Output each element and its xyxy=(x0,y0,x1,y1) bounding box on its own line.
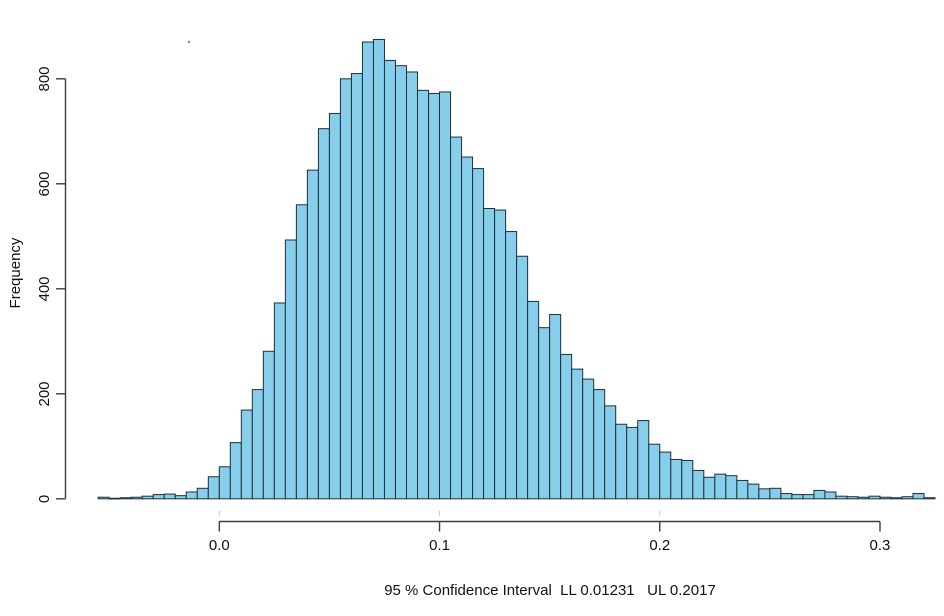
y-tick-label: 800 xyxy=(36,66,53,92)
histogram-bar xyxy=(857,496,870,500)
histogram-bar xyxy=(769,487,782,500)
histogram-bar xyxy=(549,314,562,500)
histogram-bar xyxy=(692,469,705,500)
histogram-bar xyxy=(593,389,606,500)
histogram-bar xyxy=(306,169,319,500)
histogram-bar xyxy=(835,495,848,500)
histogram-bar xyxy=(196,487,209,500)
histogram-bar xyxy=(879,496,892,500)
histogram-bar xyxy=(417,89,430,500)
histogram-bar xyxy=(119,497,132,500)
histogram-bar xyxy=(439,91,452,500)
histogram-bar xyxy=(527,300,540,500)
histogram-bar xyxy=(670,458,683,500)
histogram-bar xyxy=(361,41,374,500)
histogram-bar xyxy=(758,488,771,500)
histogram-bar xyxy=(494,209,507,500)
histogram-bar xyxy=(560,353,573,500)
histogram-bar xyxy=(912,493,925,500)
histogram-bar xyxy=(141,495,154,500)
y-tick-label: 600 xyxy=(36,171,53,197)
histogram-bar xyxy=(868,495,881,500)
histogram-bar xyxy=(273,302,286,500)
histogram-bar xyxy=(328,112,341,500)
histogram-bar xyxy=(659,451,672,500)
histogram-bar xyxy=(185,491,198,500)
histogram-bar xyxy=(802,494,815,500)
histogram-bar xyxy=(813,489,826,500)
histogram-bar xyxy=(516,255,529,500)
histogram-bar xyxy=(615,423,628,500)
histogram-bar xyxy=(428,93,441,500)
histogram-bar xyxy=(163,493,176,500)
histogram-bar xyxy=(637,420,650,500)
histogram-bar xyxy=(130,496,143,500)
histogram-bar xyxy=(218,466,231,500)
histogram-bar xyxy=(538,327,551,500)
histogram-bar xyxy=(890,497,903,500)
histogram-bar xyxy=(648,443,661,500)
histogram-bar xyxy=(604,405,617,500)
histogram-bar xyxy=(240,409,253,500)
histogram-bar xyxy=(317,128,330,500)
y-tick-label: 400 xyxy=(36,276,53,302)
stray-mark xyxy=(187,40,191,44)
histogram-bar xyxy=(824,491,837,500)
histogram-bar xyxy=(394,65,407,500)
histogram-bar xyxy=(681,459,694,500)
histogram-bar xyxy=(229,442,242,500)
y-axis-title: Frequency xyxy=(7,237,24,309)
histogram-bar xyxy=(703,476,716,500)
histogram-bar xyxy=(207,476,220,500)
histogram-bar xyxy=(383,59,396,500)
x-tick-label: 0.0 xyxy=(208,537,230,554)
histogram-bar xyxy=(472,168,485,500)
histogram-bar xyxy=(582,378,595,500)
histogram-bar xyxy=(450,136,463,500)
histogram-bar xyxy=(571,368,584,500)
histogram-bar xyxy=(284,239,297,500)
histogram-bar xyxy=(483,207,496,500)
histogram-bar xyxy=(251,389,264,500)
histogram-bar xyxy=(901,496,914,500)
histogram-bar xyxy=(461,156,474,500)
histogram-bar xyxy=(747,483,760,500)
histogram-bar xyxy=(295,204,308,500)
y-tick-label: 0 xyxy=(36,494,53,503)
histogram-bar xyxy=(97,496,110,500)
histogram-bar xyxy=(923,497,936,500)
histogram-bar xyxy=(406,71,419,500)
histogram-bar xyxy=(846,496,859,500)
histogram-bar xyxy=(152,494,165,500)
histogram-bar xyxy=(339,78,352,500)
x-tick-label: 0.3 xyxy=(869,537,891,554)
x-axis-caption: 95 % Confidence Interval LL 0.01231 UL 0… xyxy=(384,582,716,599)
x-tick-label: 0.1 xyxy=(429,537,450,554)
histogram-bar xyxy=(791,494,804,500)
histogram-bar xyxy=(108,497,121,500)
x-tick-label: 0.2 xyxy=(649,537,671,554)
histogram-bar xyxy=(350,73,363,500)
histogram-bar xyxy=(736,479,749,500)
y-tick-label: 200 xyxy=(36,381,53,407)
histogram-bar xyxy=(714,473,727,500)
histogram-bar xyxy=(174,495,187,500)
histogram-bar xyxy=(725,475,738,500)
histogram-bar xyxy=(262,350,275,500)
histogram-bar xyxy=(780,493,793,500)
histogram-bar xyxy=(626,426,639,500)
histogram-bar xyxy=(372,38,385,500)
histogram-bar xyxy=(505,231,518,500)
